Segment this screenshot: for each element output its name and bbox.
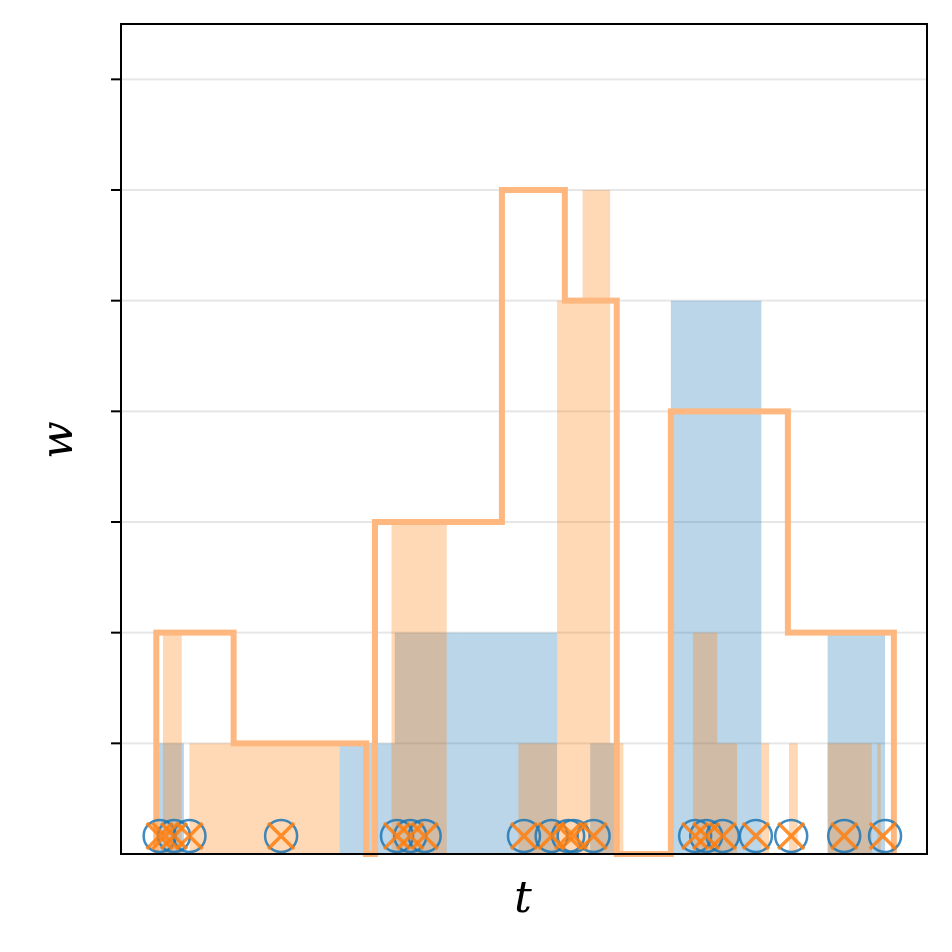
cross-marker — [776, 821, 806, 851]
circle-marker — [867, 818, 903, 854]
orange-bar — [877, 743, 881, 854]
circle-marker — [556, 818, 591, 854]
cross-marker — [579, 821, 608, 851]
orange-bar — [162, 632, 182, 854]
orange-bar — [788, 743, 798, 854]
cross-marker — [708, 821, 737, 851]
cross-marker — [509, 821, 539, 851]
cross-marker — [829, 821, 859, 851]
cross-marker — [175, 821, 204, 851]
circle-marker — [576, 818, 611, 854]
cross-marker — [382, 821, 412, 851]
circle-marker — [738, 818, 774, 854]
blue-bar — [394, 632, 405, 854]
orange-bar — [582, 190, 611, 854]
cross-marker — [559, 821, 588, 851]
cross-marker — [266, 821, 296, 851]
circle-marker — [379, 818, 415, 854]
orange-bar — [391, 522, 447, 854]
step-line — [153, 187, 897, 857]
cross-marker — [145, 821, 174, 851]
blue-bar — [457, 632, 519, 854]
blue-bar — [518, 632, 558, 854]
blue-bar — [404, 632, 458, 854]
cross-marker — [396, 821, 425, 851]
circle-marker — [773, 818, 809, 854]
orange-bar — [557, 300, 583, 855]
circle-marker — [826, 818, 862, 854]
blue-bar — [670, 300, 693, 855]
cross-marker — [410, 821, 439, 851]
blue-bar — [692, 300, 762, 855]
circle-marker — [263, 818, 299, 854]
cross-marker — [741, 821, 771, 851]
plot-frame — [120, 23, 928, 855]
orange-bar — [827, 743, 872, 854]
orange-bar — [761, 743, 770, 854]
orange-bar — [692, 632, 718, 854]
x-axis-label: t — [514, 872, 532, 923]
cross-marker — [553, 821, 583, 851]
cross-marker — [680, 821, 710, 851]
step-outline — [153, 187, 897, 857]
y-axis-label: w — [32, 421, 83, 459]
circle-marker — [506, 818, 542, 854]
blue-bar — [827, 632, 886, 854]
event-markers — [142, 818, 903, 854]
cross-marker — [150, 821, 180, 851]
circle-marker — [677, 818, 713, 854]
axes — [111, 23, 928, 855]
cross-marker — [868, 821, 898, 851]
